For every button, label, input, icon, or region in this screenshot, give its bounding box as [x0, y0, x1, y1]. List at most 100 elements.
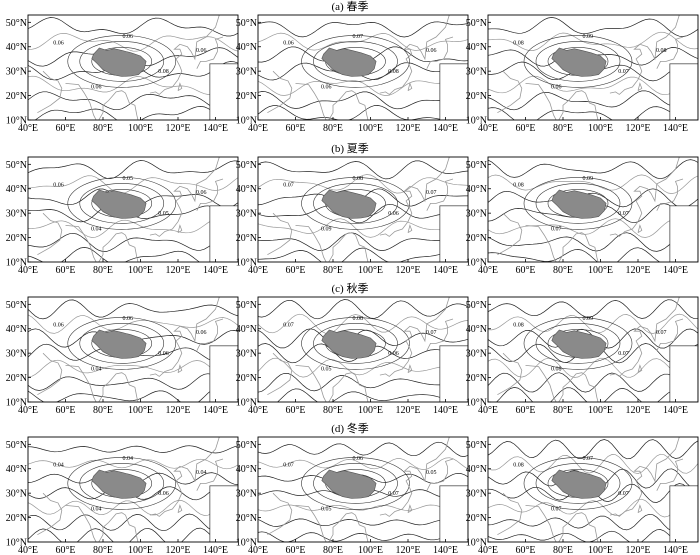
- coastline: [65, 225, 139, 262]
- contour-label: 0.07: [283, 322, 294, 328]
- coastline: [426, 458, 454, 491]
- contour-line: [258, 518, 468, 527]
- contour-label: 0.07: [551, 507, 562, 513]
- x-tick-label: 80°E: [553, 405, 573, 416]
- contour-label: 0.08: [353, 316, 364, 322]
- x-tick-label: 120°E: [625, 405, 650, 416]
- panel-frame: [257, 156, 469, 263]
- x-tick-label: 80°E: [323, 265, 343, 276]
- x-tick-label: 140°E: [433, 405, 458, 416]
- contour-line: [28, 175, 238, 194]
- map-panel: [488, 157, 698, 262]
- x-tick-label: 80°E: [553, 123, 573, 134]
- x-tick-label: 100°E: [358, 265, 383, 276]
- coastline: [407, 82, 413, 92]
- coastline: [426, 318, 454, 351]
- x-tick-label: 60°E: [285, 265, 305, 276]
- x-tick-label: 40°E: [18, 123, 38, 134]
- inset-box: [209, 345, 238, 402]
- x-tick-label: 60°E: [285, 405, 305, 416]
- y-tick-label: 40°N: [236, 464, 257, 475]
- inset-box: [209, 485, 238, 542]
- x-tick-label: 80°E: [323, 123, 343, 134]
- coastline: [379, 15, 450, 95]
- x-tick-label: 140°E: [433, 123, 458, 134]
- contour-line: [258, 504, 468, 512]
- contour-line: [488, 247, 698, 262]
- x-tick-label: 140°E: [663, 265, 688, 276]
- contour-label: 0.08: [353, 176, 364, 182]
- contour-ring: [535, 463, 621, 504]
- coastline: [407, 504, 413, 514]
- y-tick-label: 30°N: [466, 209, 487, 220]
- contour-line: [28, 299, 238, 320]
- contour-label: 0.06: [123, 34, 134, 40]
- contour-line: [28, 160, 238, 179]
- y-tick-label: 20°N: [466, 233, 487, 244]
- contour-line: [488, 75, 698, 96]
- y-tick-label: 30°N: [6, 209, 27, 220]
- x-tick-label: 60°E: [515, 123, 535, 134]
- y-tick-label: 10°N: [466, 398, 487, 409]
- x-tick-label: 120°E: [395, 123, 420, 134]
- y-tick-label: 10°N: [466, 538, 487, 549]
- contour-line: [258, 372, 468, 393]
- contour-label: 0.07: [583, 456, 594, 462]
- x-tick-label: 140°E: [203, 123, 228, 134]
- contour-ring: [67, 317, 177, 370]
- plateau-mask: [321, 47, 377, 77]
- y-tick-label: 50°N: [6, 160, 27, 171]
- x-tick-label: 100°E: [588, 123, 613, 134]
- x-tick-label: 100°E: [588, 545, 613, 555]
- x-tick-label: 40°E: [18, 545, 38, 555]
- inset-box: [209, 63, 238, 120]
- row-title: (a) 春季: [332, 0, 369, 13]
- y-tick-label: 30°N: [466, 349, 487, 360]
- y-tick-label: 20°N: [236, 513, 257, 524]
- map-panel: [258, 297, 468, 402]
- contour-line: [488, 159, 698, 180]
- coastline: [37, 492, 63, 536]
- x-tick-label: 40°E: [478, 123, 498, 134]
- coastline: [637, 224, 643, 234]
- contour-label: 0.06: [53, 182, 64, 188]
- contour-label: 0.07: [618, 491, 629, 497]
- x-tick-label: 80°E: [93, 405, 113, 416]
- contour-label: 0.07: [618, 69, 629, 75]
- y-tick-label: 40°N: [466, 464, 487, 475]
- coastline: [637, 364, 643, 374]
- contour-line: [496, 387, 698, 402]
- panel-frame: [487, 156, 699, 263]
- contour-ring: [535, 183, 621, 224]
- contour-line: [258, 32, 468, 51]
- x-tick-label: 100°E: [358, 405, 383, 416]
- contour-line: [258, 357, 468, 378]
- contour-line: [488, 439, 698, 460]
- y-tick-label: 20°N: [466, 373, 487, 384]
- coastline: [65, 83, 139, 120]
- y-tick-label: 30°N: [466, 67, 487, 78]
- y-tick-label: 20°N: [6, 373, 27, 384]
- contour-label: 0.06: [91, 85, 102, 91]
- coastline: [149, 15, 220, 95]
- x-tick-label: 60°E: [285, 545, 305, 555]
- inset-box: [439, 485, 468, 542]
- contour-label: 0.08: [388, 69, 399, 75]
- y-tick-label: 50°N: [236, 440, 257, 451]
- y-tick-label: 50°N: [466, 18, 487, 29]
- contour-label: 0.07: [388, 491, 399, 497]
- y-tick-label: 40°N: [236, 42, 257, 53]
- y-tick-label: 20°N: [236, 373, 257, 384]
- contour-line: [488, 106, 698, 120]
- y-tick-label: 20°N: [6, 233, 27, 244]
- contour-line: [28, 75, 238, 95]
- contour-line: [28, 513, 238, 532]
- x-tick-label: 100°E: [588, 265, 613, 276]
- coastline: [525, 225, 599, 262]
- x-tick-label: 100°E: [128, 405, 153, 416]
- y-tick-label: 30°N: [236, 349, 257, 360]
- contour-label: 0.07: [618, 351, 629, 357]
- x-tick-label: 140°E: [663, 123, 688, 134]
- coastline: [656, 178, 684, 211]
